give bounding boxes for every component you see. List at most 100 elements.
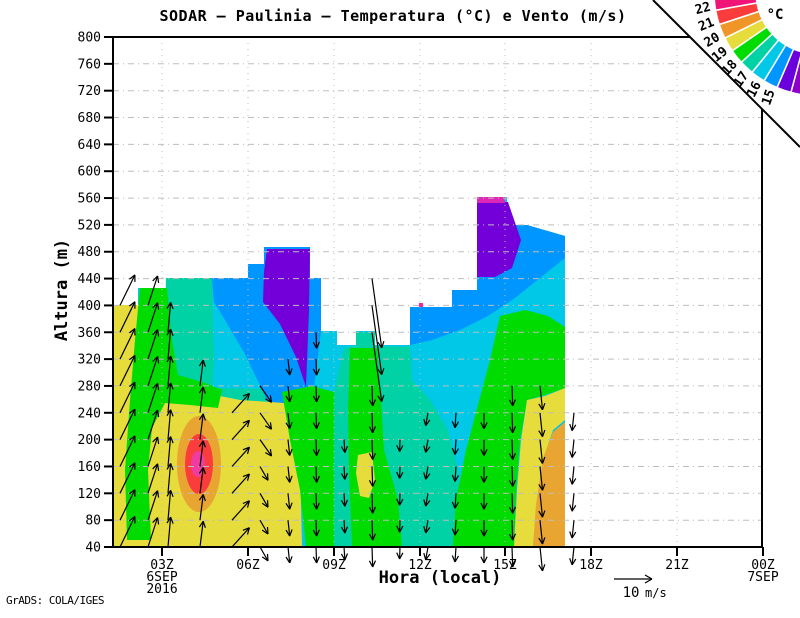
y-tick-label: 280: [78, 379, 101, 394]
wind-vector-head: [316, 556, 320, 564]
wind-vector-head: [571, 531, 577, 539]
wind-vector-head: [198, 440, 204, 447]
wind-vector-head: [152, 463, 159, 470]
wind-vector: [571, 412, 575, 431]
wind-vector-head: [198, 520, 204, 528]
wind-vector-head: [202, 359, 206, 367]
wind-vector-head: [202, 413, 206, 421]
y-tick-label: 520: [78, 218, 101, 233]
wind-vector-head: [368, 453, 374, 460]
wind-vector-head: [152, 436, 159, 443]
wind-vector: [571, 439, 575, 458]
y-axis-label: Altura (m): [52, 238, 72, 342]
wind-vector-head: [425, 500, 431, 507]
wind-vector-head: [285, 395, 291, 403]
wind-vector-head: [512, 560, 517, 568]
wind-vector-head: [454, 501, 460, 509]
wind-vector-head: [129, 435, 136, 441]
wind-vector: [259, 519, 269, 535]
legend-wedge: [713, 0, 758, 12]
wind-vector: [343, 493, 346, 507]
wind-vector-head: [170, 463, 174, 471]
wind-vector-head: [512, 452, 517, 460]
wind-vector: [167, 517, 172, 548]
wind-vector: [539, 546, 544, 571]
wind-vector: [259, 385, 272, 403]
wind-vector-head: [451, 528, 456, 536]
wind-vector: [287, 359, 291, 376]
wind-vector-head: [242, 446, 250, 451]
wind-vector-head: [129, 515, 136, 522]
wind-vector-head: [166, 516, 172, 524]
wind-vector-head: [198, 386, 204, 394]
wind-vector: [119, 435, 136, 467]
wind-vector-head: [312, 556, 318, 564]
wind-vector-head: [285, 422, 291, 430]
wind-vector: [119, 516, 136, 548]
wind-vector: [511, 520, 514, 541]
wind-vector-head: [538, 564, 544, 572]
wind-vector: [343, 439, 346, 453]
wind-vector-head: [541, 429, 546, 437]
wind-vector-head: [399, 445, 404, 452]
wind-vector: [511, 466, 514, 487]
wind-vector-head: [451, 447, 456, 455]
wind-vector-head: [538, 510, 544, 518]
wind-vector-head: [569, 531, 573, 539]
x-tick-label: 00Z: [751, 558, 775, 573]
wind-vector-head: [269, 422, 273, 430]
region-magenta-dot: [419, 303, 423, 307]
wind-vector-head: [266, 553, 269, 561]
y-tick-label: 200: [78, 433, 101, 448]
wind-vector: [167, 490, 172, 521]
y-tick-label: 440: [78, 272, 101, 287]
wind-vector: [147, 329, 159, 360]
wind-vector-head: [483, 529, 488, 537]
region-purple-1430Z: [477, 202, 521, 277]
wind-vector-head: [129, 381, 136, 387]
wind-vector-head: [246, 500, 250, 508]
wind-vector-head: [512, 506, 517, 514]
wind-vector-head: [480, 449, 485, 456]
wind-vector-head: [425, 446, 431, 453]
wind-vector-head: [396, 471, 401, 479]
wind-vector-head: [289, 368, 293, 376]
wind-vector: [425, 546, 429, 560]
x-tick-label: 06Z: [236, 558, 260, 573]
wind-vector-head: [344, 553, 349, 561]
wind-vector-head: [166, 328, 172, 336]
wind-vector-head: [170, 382, 174, 390]
wind-vector-head: [538, 430, 544, 438]
wind-vector-head: [451, 474, 456, 482]
wind-vector: [425, 466, 429, 480]
wind-vector-head: [454, 555, 460, 563]
wind-vector-head: [157, 410, 160, 418]
wind-vector-head: [368, 399, 374, 407]
y-tick-label: 80: [85, 514, 101, 529]
y-tick-label: 680: [78, 111, 101, 126]
wind-vector-head: [569, 504, 573, 512]
wind-vector: [259, 546, 269, 562]
wind-vector-head: [569, 423, 573, 431]
wind-vector-head: [202, 521, 206, 528]
wind-vector-head: [265, 452, 272, 457]
wind-vector: [454, 439, 457, 455]
wind-vector-head: [512, 533, 517, 541]
wind-vector-head: [129, 274, 136, 280]
wind-vector: [199, 494, 204, 521]
wind-vector-head: [157, 329, 160, 337]
x-axis-label: Hora (local): [378, 568, 502, 588]
wind-vector: [231, 393, 250, 414]
wind-vector: [259, 493, 269, 508]
wind-vector: [119, 408, 136, 440]
wind-vector-head: [202, 494, 206, 502]
y-tick-label: 800: [78, 31, 101, 46]
wind-vector-head: [157, 436, 160, 444]
wind-vector: [454, 546, 457, 563]
wind-vector: [167, 436, 172, 467]
ref-arrow-head: [644, 578, 653, 584]
wind-vector-head: [157, 275, 160, 283]
x-tick-label: 18Z: [579, 558, 603, 573]
wind-vector-head: [246, 420, 250, 428]
wind-vector: [167, 382, 172, 413]
